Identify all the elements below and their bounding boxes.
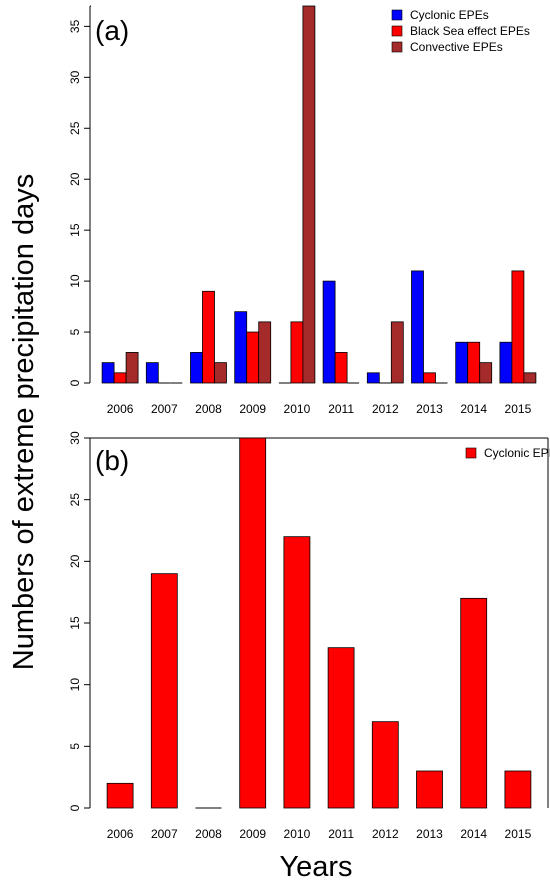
legend-swatch	[391, 9, 403, 21]
bar	[234, 311, 248, 384]
y-tick-label: 10	[68, 274, 82, 288]
x-tick-label: 2013	[416, 827, 443, 841]
panel-label: (a)	[95, 15, 129, 46]
bar	[145, 362, 159, 384]
x-tick-label: 2007	[151, 402, 178, 416]
y-tick-label: 5	[68, 743, 82, 750]
bar	[322, 280, 336, 384]
y-tick-label: 15	[68, 223, 82, 237]
bar	[334, 352, 348, 384]
bar	[455, 341, 469, 384]
y-tick-label: 10	[68, 678, 82, 692]
y-tick-label: 35	[68, 19, 82, 33]
x-tick-label: 2011	[328, 827, 354, 841]
x-axis-title: Years	[279, 851, 352, 883]
x-tick-label: 2006	[107, 402, 134, 416]
bar	[101, 362, 115, 384]
y-axis-title: Numbers of extreme precipitation days	[8, 174, 40, 670]
x-tick-label: 2007	[151, 827, 178, 841]
y-tick-label: 20	[68, 554, 82, 568]
bar	[106, 782, 134, 809]
y-tick-label: 0	[68, 804, 82, 811]
x-tick-label: 2013	[416, 402, 443, 416]
bar	[504, 770, 532, 809]
bar	[416, 770, 443, 809]
bar	[511, 270, 525, 384]
bar	[460, 597, 488, 809]
panel-b: 0 5 10 15 20 25 30 2006 2007 2008 2009 2010 2011 2012…	[68, 431, 550, 841]
bar	[302, 5, 316, 384]
legend-swatch	[465, 447, 477, 459]
bar	[258, 321, 272, 384]
x-tick-label: 2009	[239, 827, 266, 841]
x-tick-label: 2015	[505, 402, 532, 416]
y-tick-label: 5	[68, 328, 82, 335]
y-tick-label: 20	[68, 172, 82, 186]
bar	[467, 341, 481, 384]
legend-label: Convective EPEs	[410, 40, 503, 54]
bar	[113, 372, 127, 384]
x-tick-label: 2012	[372, 827, 399, 841]
panel-label: (b)	[95, 445, 129, 476]
y-tick-label: 25	[68, 121, 82, 135]
bar	[390, 321, 404, 384]
bar	[283, 536, 311, 809]
bar	[371, 721, 399, 809]
x-tick-label: 2010	[284, 402, 311, 416]
x-tick-label: 2012	[372, 402, 399, 416]
bar	[479, 362, 493, 384]
legend-label: Cyclonic EPEs	[484, 446, 550, 460]
bar	[202, 290, 215, 384]
bar	[190, 352, 203, 384]
x-tick-label: 2015	[505, 827, 532, 841]
bar	[246, 331, 260, 384]
bar	[150, 573, 178, 809]
bar	[366, 372, 380, 384]
panel-a: 0 5 10 15 20 25 30 35 2006 2007 2008 2009 2010 2011 20…	[68, 5, 537, 416]
bar	[411, 270, 424, 384]
legend-label: Cyclonic EPEs	[410, 8, 489, 22]
y-tick-label: 25	[68, 493, 82, 507]
legend-swatch	[391, 25, 403, 37]
bar	[327, 647, 355, 809]
y-tick-label: 15	[68, 616, 82, 630]
x-tick-label: 2014	[460, 402, 487, 416]
bar	[239, 437, 267, 809]
bar	[125, 352, 139, 384]
y-tick-label: 30	[68, 70, 82, 84]
bar	[523, 372, 537, 384]
x-tick-label: 2008	[195, 827, 222, 841]
y-tick-label: 30	[68, 431, 82, 445]
x-tick-label: 2011	[328, 402, 354, 416]
x-tick-label: 2014	[460, 827, 487, 841]
x-tick-label: 2009	[239, 402, 266, 416]
y-tick-label: 0	[68, 379, 82, 386]
x-tick-label: 2006	[107, 827, 134, 841]
x-tick-label: 2008	[195, 402, 222, 416]
bar	[214, 362, 227, 384]
legend-label: Black Sea effect EPEs	[410, 24, 530, 38]
bar	[499, 341, 513, 384]
x-tick-label: 2010	[284, 827, 311, 841]
bar	[423, 372, 436, 384]
legend-swatch	[391, 41, 403, 53]
bar	[290, 321, 304, 384]
